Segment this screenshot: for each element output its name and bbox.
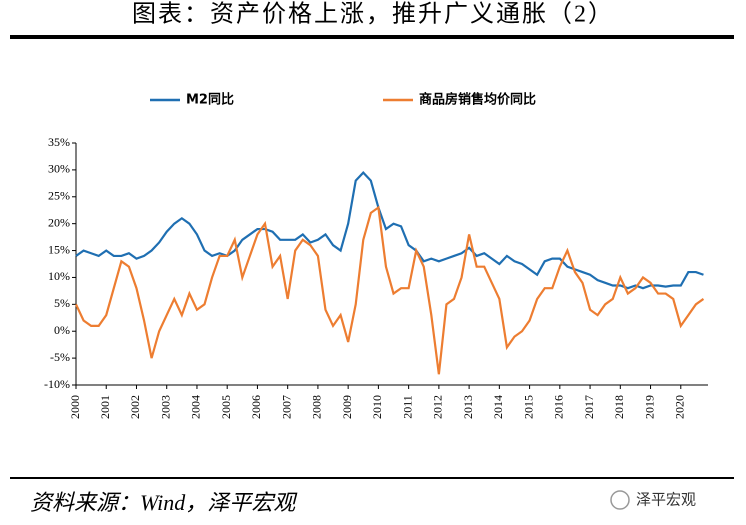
y-tick-label: 5%	[54, 296, 70, 310]
y-tick-label: 10%	[48, 269, 70, 283]
legend-label: 商品房销售均价同比	[419, 92, 536, 108]
footer-rule	[10, 477, 734, 479]
series-line	[75, 170, 704, 290]
x-tick-label: 2015	[521, 395, 535, 419]
x-tick-label: 2001	[98, 395, 112, 419]
x-tick-label: 2006	[249, 395, 263, 419]
y-tick-label: 30%	[48, 162, 70, 176]
y-tick-label: 20%	[48, 215, 70, 229]
wechat-icon	[610, 490, 630, 510]
x-tick-label: 2009	[340, 395, 354, 419]
x-tick-label: 2008	[310, 395, 324, 419]
x-tick-label: 2020	[673, 395, 687, 419]
y-tick-label: 0%	[54, 323, 70, 337]
title-rule	[10, 35, 734, 39]
source: 资料来源：Wind，泽平宏观	[30, 490, 298, 515]
x-tick-label: 2000	[68, 395, 82, 419]
x-tick-label: 2016	[552, 395, 566, 419]
title: 图表：资产价格上涨，推升广义通胀（2）	[132, 1, 614, 28]
x-tick-label: 2019	[642, 395, 656, 419]
x-tick-label: 2018	[612, 395, 626, 419]
x-tick-label: 2010	[370, 395, 384, 419]
x-tick-label: 2004	[189, 395, 203, 419]
y-tick-label: 25%	[48, 189, 70, 203]
x-tick-label: 2013	[461, 395, 475, 419]
series-line	[75, 205, 705, 375]
x-tick-label: 2005	[219, 395, 233, 419]
x-tick-label: 2003	[158, 395, 172, 419]
y-tick-label: 15%	[48, 242, 70, 256]
x-tick-label: 2012	[431, 395, 445, 419]
x-tick-label: 2011	[400, 395, 414, 419]
y-tick-label: -10%	[44, 377, 70, 391]
x-tick-label: 2007	[279, 395, 293, 419]
legend-label: M2同比	[186, 92, 234, 108]
y-tick-label: -5%	[50, 350, 70, 364]
x-tick-label: 2014	[491, 395, 505, 419]
x-tick-label: 2002	[128, 395, 142, 419]
x-tick-label: 2017	[582, 395, 596, 419]
watermark: 泽平宏观	[636, 491, 696, 509]
y-tick-label: 35%	[48, 135, 70, 149]
